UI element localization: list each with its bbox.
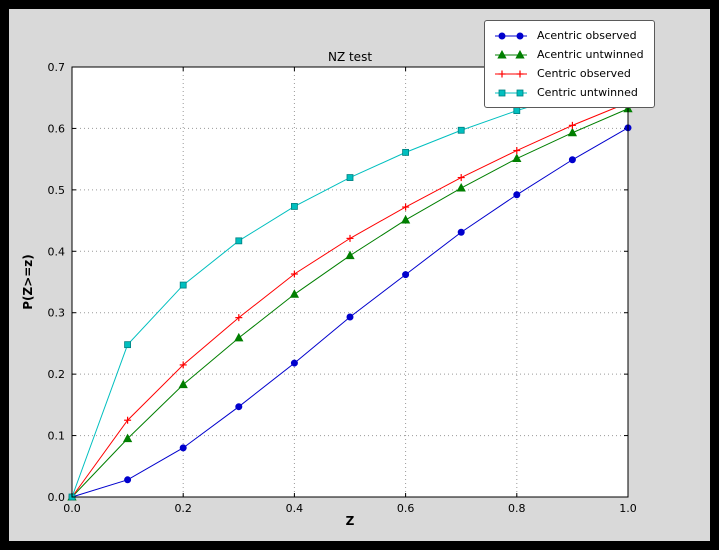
marker-circle <box>516 32 524 39</box>
y-tick-label: 0.1 <box>48 430 66 443</box>
marker-circle <box>498 32 506 39</box>
marker-circle <box>179 444 187 452</box>
marker-circle <box>290 359 298 367</box>
marker-square <box>513 107 521 115</box>
marker-triangle <box>400 214 411 224</box>
marker-square <box>402 148 410 156</box>
x-tick-label: 1.0 <box>619 502 637 515</box>
y-tick-label: 0.6 <box>48 122 66 135</box>
marker-triangle <box>512 153 522 163</box>
marker-triangle <box>567 127 578 137</box>
marker-triangle <box>345 250 355 260</box>
x-tick-label: 0.0 <box>63 502 81 515</box>
marker-circle <box>513 191 521 199</box>
legend-item-centric-observed: Centric observed <box>493 64 644 83</box>
x-tick-label: 0.8 <box>508 502 526 515</box>
legend-label-centric-untwinned: Centric untwinned <box>537 86 638 99</box>
axes-spine <box>71 66 629 498</box>
legend-item-centric-untwinned: Centric untwinned <box>493 83 644 102</box>
marker-circle <box>124 476 132 484</box>
y-tick-label: 0.5 <box>48 184 66 197</box>
axes-background <box>72 67 628 497</box>
y-tick-label: 0.7 <box>48 61 66 74</box>
legend-label-acentric-observed: Acentric observed <box>537 29 637 42</box>
legend-label-centric-observed: Centric observed <box>537 67 631 80</box>
marker-square <box>498 89 506 96</box>
marker-circle <box>235 403 243 411</box>
y-tick-label: 0.0 <box>48 491 66 504</box>
marker-circle <box>402 271 410 279</box>
marker-circle <box>346 313 354 321</box>
marker-triangle <box>456 182 466 192</box>
marker-triangle <box>497 49 507 58</box>
legend: Acentric observed Acentric untwinned Centr… <box>484 20 655 108</box>
legend-label-acentric-untwinned: Acentric untwinned <box>537 48 644 61</box>
marker-triangle <box>178 379 188 389</box>
legend-sample-acentric-untwinned <box>495 49 527 58</box>
marker-circle <box>457 228 465 236</box>
marker-triangle <box>122 433 133 443</box>
marker-square <box>179 281 187 289</box>
x-axis-label: Z <box>345 514 355 528</box>
legend-sample-acentric-observed <box>495 32 527 39</box>
marker-circle <box>568 156 576 164</box>
legend-sample-centric-observed <box>495 70 527 77</box>
y-tick-label: 0.4 <box>48 245 66 258</box>
x-tick-label: 0.2 <box>174 502 192 515</box>
marker-triangle <box>234 332 244 342</box>
y-tick-label: 0.3 <box>48 307 66 320</box>
marker-triangle <box>515 49 525 58</box>
marker-square <box>235 237 243 245</box>
y-tick-label: 0.2 <box>48 368 66 381</box>
legend-item-acentric-untwinned: Acentric untwinned <box>493 45 644 64</box>
marker-square <box>346 174 354 181</box>
chart-title: NZ test <box>327 50 373 64</box>
legend-sample-centric-untwinned <box>495 89 527 96</box>
marker-square <box>290 203 298 210</box>
y-axis-label: P(Z>=z) <box>21 254 35 310</box>
legend-item-acentric-observed: Acentric observed <box>493 26 644 45</box>
marker-square <box>457 126 465 134</box>
x-tick-label: 0.6 <box>397 502 415 515</box>
marker-square <box>516 89 524 96</box>
marker-square <box>124 341 131 349</box>
x-tick-label: 0.4 <box>286 502 304 515</box>
marker-triangle <box>289 289 300 298</box>
